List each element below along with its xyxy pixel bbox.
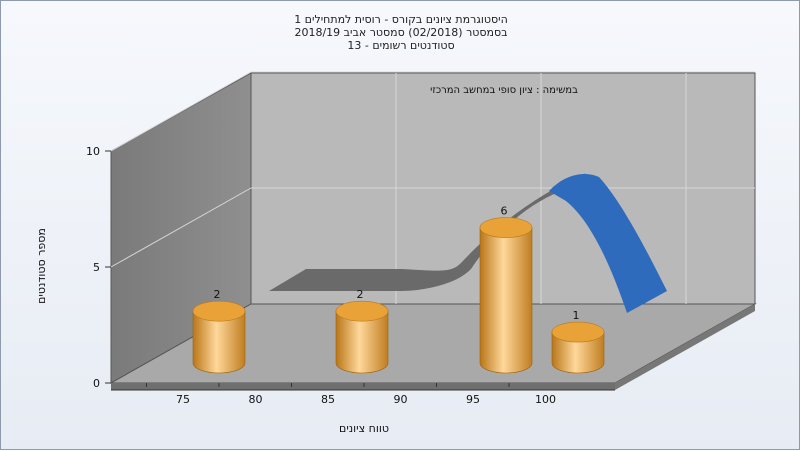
bar-top bbox=[479, 217, 533, 238]
y-axis-title: מספר סטודנטים bbox=[35, 228, 48, 304]
gridlines bbox=[110, 71, 755, 304]
y-axis: 0 5 10 bbox=[86, 145, 111, 390]
gridline-side bbox=[110, 71, 252, 152]
bar-body bbox=[479, 227, 533, 374]
bar-top bbox=[551, 321, 605, 343]
x-tick-label: 75 bbox=[176, 393, 190, 406]
x-axis-title: טווח ציונים bbox=[339, 422, 389, 435]
bars-layer: 2 2 6 1 bbox=[192, 205, 605, 374]
bar-value-label: 2 bbox=[357, 288, 364, 301]
x-tick-label: 80 bbox=[249, 393, 263, 406]
y-tick-label: 0 bbox=[93, 377, 100, 390]
bar-value-label: 1 bbox=[573, 309, 580, 322]
floor-front-edge bbox=[111, 383, 615, 390]
bar-value-label: 6 bbox=[501, 205, 508, 218]
chart-title-line-1: היסטוגרמת ציונים בקורס - רוסית למתחילים … bbox=[294, 13, 508, 26]
floor-edge bbox=[615, 304, 755, 390]
chart-title-line-3: סטודנטים רשומים - 13 bbox=[347, 39, 455, 52]
bar-body bbox=[551, 331, 605, 374]
y-tick-label: 10 bbox=[86, 145, 100, 158]
bar-80-85: 2 bbox=[335, 288, 389, 374]
y-tick-label: 5 bbox=[93, 261, 100, 274]
x-tick-label: 95 bbox=[466, 393, 480, 406]
bar-95-100: 1 bbox=[551, 309, 605, 374]
bar-body bbox=[192, 310, 246, 374]
x-axis: 75 80 85 90 95 100 bbox=[111, 383, 615, 406]
chart-subtitle: במשימה : ציון סופי במחשב המרכזי bbox=[430, 85, 578, 96]
bar-value-label: 2 bbox=[214, 288, 221, 301]
chart-title-line-2: בסמסטר (02/2018) סמסטר אביב 2018/19 bbox=[294, 26, 508, 39]
bar-top bbox=[335, 300, 389, 322]
bar-body bbox=[335, 310, 389, 374]
x-tick-label: 85 bbox=[321, 393, 335, 406]
trend-curve-front bbox=[549, 173, 667, 313]
x-tick-label: 100 bbox=[535, 393, 556, 406]
trend-curve-back bbox=[269, 173, 586, 291]
gridline-side bbox=[110, 187, 252, 268]
bar-top bbox=[192, 300, 246, 322]
x-tick-label: 90 bbox=[394, 393, 408, 406]
bar-90-95: 6 bbox=[479, 205, 533, 374]
bar-70-75: 2 bbox=[192, 288, 246, 374]
